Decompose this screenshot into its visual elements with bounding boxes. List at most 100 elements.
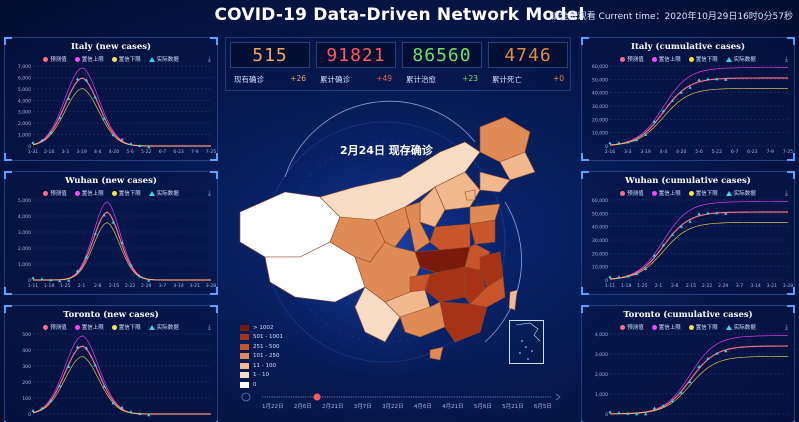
legend-entry[interactable]: 实际数据 <box>725 55 756 63</box>
chart-legend[interactable]: 预测值 置信上限 置信下限 实际数据 <box>5 55 217 63</box>
legend-entry[interactable]: 置信下限 <box>688 55 718 63</box>
actual-data-marker <box>49 278 53 282</box>
legend-marker <box>74 56 80 62</box>
download-icon[interactable]: ⤓ <box>784 189 788 197</box>
y-tick-label: 7,000 <box>18 64 31 70</box>
china-map[interactable] <box>225 92 575 392</box>
chart-legend[interactable]: 预测值 置信上限 置信下限 实际数据 <box>582 189 794 197</box>
download-icon[interactable]: ⤓ <box>784 55 788 63</box>
legend-entry[interactable]: 置信下限 <box>688 323 718 331</box>
chart-svg[interactable]: 0 10,000 20,000 30,000 40,000 50,000 60,000 1-1… <box>582 172 796 296</box>
legend-entry[interactable]: 预测值 <box>620 189 644 197</box>
chart-legend[interactable]: 预测值 置信上限 置信下限 实际数据 <box>582 55 794 63</box>
chart-legend[interactable]: 预测值 置信上限 置信下限 实际数据 <box>582 323 794 331</box>
legend-entry[interactable]: 置信下限 <box>688 189 718 197</box>
legend-marker <box>688 56 694 62</box>
legend-entry[interactable]: 置信下限 <box>111 189 141 197</box>
legend-entry[interactable]: 实际数据 <box>148 55 179 63</box>
timeline-date[interactable]: 3月7日 <box>353 404 372 410</box>
chart-svg[interactable]: 0 1,000 2,000 3,000 4,000 5,000 6,000 7,000 1-31… <box>5 38 219 162</box>
stats-board: 515 91821 86560 4746 现有确诊 +26 累计确诊 +49 累计治愈 +23 累… <box>225 37 571 91</box>
chart-svg[interactable]: 0 10,000 20,000 30,000 40,000 50,000 60,000 2-1… <box>582 38 796 162</box>
legend-marker <box>620 56 626 62</box>
timeline-date[interactable]: 5月6日 <box>473 404 492 410</box>
map-legend-item[interactable]: 501 - 1001 <box>240 333 283 343</box>
series-line <box>609 201 789 280</box>
y-tick-label: 500 <box>22 332 31 338</box>
legend-entry[interactable]: 预测值 <box>43 323 67 331</box>
map-legend-item[interactable]: 11 - 100 <box>240 361 283 371</box>
timeline-date[interactable]: 1月22日 <box>262 404 284 410</box>
download-icon[interactable]: ⤓ <box>784 323 788 331</box>
legend-text: 实际数据 <box>733 57 756 63</box>
legend-entry[interactable]: 置信上限 <box>74 323 104 331</box>
map-legend-item[interactable]: > 1002 <box>240 323 283 333</box>
map-legend-item[interactable]: 251 - 500 <box>240 342 283 352</box>
map-legend-item[interactable]: 1 - 10 <box>240 371 283 381</box>
panel-title: Wuhan (cumulative cases) <box>625 176 751 186</box>
legend-entry[interactable]: 置信上限 <box>651 55 681 63</box>
timeline-date[interactable]: 4月6日 <box>413 404 432 410</box>
legend-entry[interactable]: 实际数据 <box>148 189 179 197</box>
actual-data-marker <box>715 77 719 81</box>
legend-entry[interactable]: 预测值 <box>620 323 644 331</box>
actual-data-marker <box>102 213 106 217</box>
timeline-date[interactable]: 2月21日 <box>322 404 344 410</box>
actual-data-marker <box>608 410 612 414</box>
legend-text: 实际数据 <box>733 325 756 331</box>
timeline-date[interactable]: 4月21日 <box>442 404 464 410</box>
panel-title: Wuhan (new cases) <box>65 176 157 186</box>
actual-data-marker <box>608 141 612 145</box>
legend-swatch <box>240 334 249 341</box>
stat-label: 累计治愈 <box>406 75 436 84</box>
y-tick-label: 0 <box>605 144 608 150</box>
map-legend-item[interactable]: 101 - 250 <box>240 352 283 362</box>
map-legend-item[interactable]: 0 <box>240 380 283 390</box>
timeline-date[interactable]: 6月5日 <box>533 404 552 410</box>
actual-data-marker <box>120 241 124 245</box>
legend-entry[interactable]: 置信下限 <box>111 323 141 331</box>
chart-svg[interactable]: 0 1,000 2,000 3,000 4,000 5,000 1-11 1-18 1-25 2-… <box>5 172 219 296</box>
legend-marker <box>111 190 117 196</box>
legend-entry[interactable]: 实际数据 <box>725 189 756 197</box>
legend-entry[interactable]: 实际数据 <box>148 323 179 331</box>
legend-entry[interactable]: 置信下限 <box>111 55 141 63</box>
actual-data-marker <box>697 364 701 368</box>
legend-entry[interactable]: 置信上限 <box>651 189 681 197</box>
download-icon[interactable]: ⤓ <box>207 323 211 331</box>
download-icon[interactable]: ⤓ <box>207 55 211 63</box>
x-tick-label: 4-4 <box>660 149 668 155</box>
y-tick-label: 5,000 <box>18 87 31 93</box>
x-tick-label: 4-4 <box>94 149 102 155</box>
timeline-date[interactable]: 3月22日 <box>382 404 404 410</box>
actual-data-marker <box>93 95 97 99</box>
download-icon[interactable]: ⤓ <box>207 189 211 197</box>
legend-entry[interactable]: 预测值 <box>43 55 67 63</box>
actual-data-marker <box>652 253 657 257</box>
legend-entry[interactable]: 置信上限 <box>651 323 681 331</box>
chart-legend[interactable]: 预测值 置信上限 置信下限 实际数据 <box>5 323 217 331</box>
legend-entry[interactable]: 预测值 <box>620 55 644 63</box>
y-tick-label: 4,000 <box>595 332 608 338</box>
actual-data-marker <box>129 263 133 267</box>
province-jiangsu <box>469 219 496 245</box>
date-timeline[interactable]: 1月22日 2月6日 2月21日 3月7日 3月22日 4月6日 4月21日 5月6日 5月21… <box>238 390 564 414</box>
legend-entry[interactable]: 置信上限 <box>74 55 104 63</box>
timeline-date[interactable]: 2月6日 <box>293 404 312 410</box>
legend-marker <box>74 324 80 330</box>
x-tick-label: 4-20 <box>676 149 687 155</box>
legend-entry[interactable]: 置信上限 <box>74 189 104 197</box>
chart-legend[interactable]: 预测值 置信上限 置信下限 实际数据 <box>5 189 217 197</box>
chart-svg[interactable]: 0 100 200 300 400 500 <box>5 306 219 422</box>
legend-marker <box>111 56 117 62</box>
legend-entry[interactable]: 实际数据 <box>725 323 756 331</box>
legend-text: 置信上限 <box>658 57 681 63</box>
actual-data-marker <box>670 232 674 236</box>
chart-svg[interactable]: 0 1,000 2,000 3,000 4,000 <box>582 306 796 422</box>
timeline-date[interactable]: 5月21日 <box>502 404 524 410</box>
actual-data-marker <box>617 411 621 415</box>
legend-entry[interactable]: 预测值 <box>43 189 67 197</box>
legend-label: > 1002 <box>253 324 274 331</box>
legend-marker <box>620 324 626 330</box>
actual-data-marker <box>661 243 665 247</box>
